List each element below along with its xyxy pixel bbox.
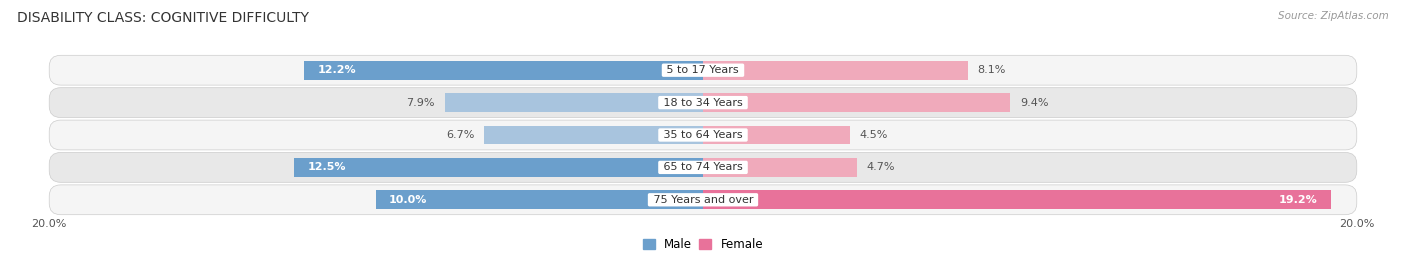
Legend: Male, Female: Male, Female (638, 233, 768, 255)
Text: 19.2%: 19.2% (1279, 195, 1317, 205)
Text: 35 to 64 Years: 35 to 64 Years (659, 130, 747, 140)
Text: 12.2%: 12.2% (318, 65, 356, 75)
Bar (703, 190, 1330, 209)
Text: 7.9%: 7.9% (406, 97, 434, 108)
FancyBboxPatch shape (49, 185, 1357, 215)
Bar (703, 61, 967, 80)
Text: 6.7%: 6.7% (446, 130, 474, 140)
Text: 5 to 17 Years: 5 to 17 Years (664, 65, 742, 75)
Bar (304, 61, 703, 80)
Bar (703, 93, 1011, 112)
Text: 9.4%: 9.4% (1021, 97, 1049, 108)
Text: 18 to 34 Years: 18 to 34 Years (659, 97, 747, 108)
Text: 10.0%: 10.0% (389, 195, 427, 205)
Bar (484, 126, 703, 144)
FancyBboxPatch shape (49, 55, 1357, 85)
Text: 4.7%: 4.7% (866, 162, 896, 173)
Bar (703, 126, 851, 144)
FancyBboxPatch shape (49, 88, 1357, 117)
Text: 75 Years and over: 75 Years and over (650, 195, 756, 205)
Text: 4.5%: 4.5% (860, 130, 889, 140)
Bar (375, 190, 703, 209)
FancyBboxPatch shape (49, 153, 1357, 182)
Text: DISABILITY CLASS: COGNITIVE DIFFICULTY: DISABILITY CLASS: COGNITIVE DIFFICULTY (17, 11, 309, 25)
Text: 12.5%: 12.5% (308, 162, 346, 173)
Text: Source: ZipAtlas.com: Source: ZipAtlas.com (1278, 11, 1389, 21)
Bar (294, 158, 703, 177)
Text: 8.1%: 8.1% (977, 65, 1005, 75)
Bar (703, 158, 856, 177)
FancyBboxPatch shape (49, 120, 1357, 150)
Text: 65 to 74 Years: 65 to 74 Years (659, 162, 747, 173)
Bar (444, 93, 703, 112)
